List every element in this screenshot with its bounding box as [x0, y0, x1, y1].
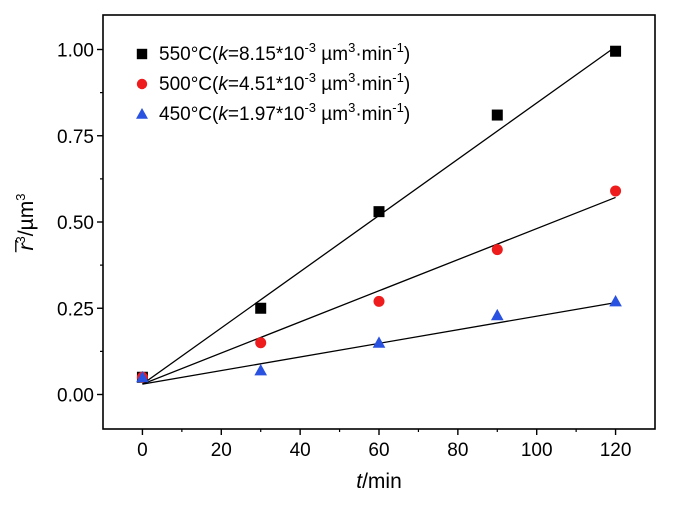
x-tick-label: 100	[521, 440, 553, 461]
data-points	[136, 45, 622, 383]
x-tick-label: 60	[368, 440, 389, 461]
x-tick-label: 80	[447, 440, 468, 461]
y-axis-ticks: 0.00 0.25 0.50 0.75 1.00	[57, 41, 103, 407]
y-tick-label: 0.00	[57, 386, 94, 407]
legend-label-s500: 500°C(k=4.51*10-3 µm3·min-1)	[159, 70, 410, 95]
fit-line-s500	[142, 196, 616, 385]
y-tick-label: 0.50	[57, 213, 94, 234]
point-s450	[136, 370, 149, 383]
point-s450	[372, 336, 386, 348]
point-s500	[255, 337, 267, 349]
point-s450	[490, 308, 504, 321]
y-axis-label-exp: 3	[13, 236, 28, 243]
point-s500	[610, 185, 622, 197]
y-axis-label: r̅3/µm3	[13, 194, 38, 254]
y-tick-label: 0.75	[57, 127, 94, 148]
x-axis-label: t/min	[356, 470, 402, 493]
x-axis-label-var: t	[356, 470, 363, 493]
point-s550	[255, 302, 267, 314]
x-tick-label: 20	[211, 440, 232, 461]
legend-marker-s500	[136, 78, 148, 90]
x-axis-ticks: 0 20 40 60 80 100 120	[137, 429, 631, 461]
legend-label-s550: 550°C(k=8.15*10-3 µm3·min-1)	[159, 40, 410, 65]
x-axis-label-unit: /min	[362, 470, 402, 493]
y-axis-label-unit-exp: 3	[13, 194, 28, 201]
y-axis-label-unit: /µm	[15, 201, 38, 236]
point-s550	[491, 109, 503, 121]
legend: 550°C(k=8.15*10-3 µm3·min-1) 500°C(k=4.51…	[136, 40, 410, 125]
x-tick-label: 120	[600, 440, 632, 461]
legend-marker-s550	[136, 48, 148, 60]
y-tick-label: 0.25	[57, 299, 94, 320]
x-tick-label: 0	[137, 440, 148, 461]
y-tick-label: 1.00	[57, 41, 94, 62]
x-tick-label: 40	[290, 440, 311, 461]
legend-marker-s450	[136, 108, 148, 119]
point-s550	[373, 206, 385, 218]
point-s500	[491, 244, 503, 256]
point-s450	[254, 364, 268, 376]
point-s500	[373, 295, 385, 307]
legend-label-s450: 450°C(k=1.97*10-3 µm3·min-1)	[159, 100, 410, 125]
point-s550	[610, 45, 622, 57]
point-s450	[609, 295, 622, 307]
